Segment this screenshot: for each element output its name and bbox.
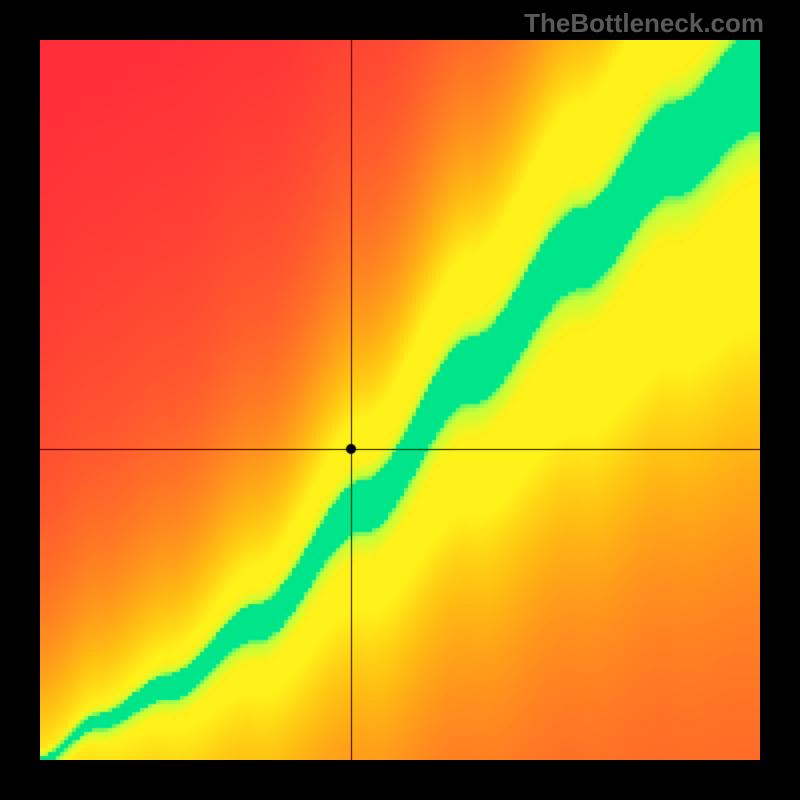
watermark-text: TheBottleneck.com bbox=[524, 8, 764, 39]
crosshair-overlay bbox=[40, 40, 760, 760]
chart-container: TheBottleneck.com bbox=[0, 0, 800, 800]
